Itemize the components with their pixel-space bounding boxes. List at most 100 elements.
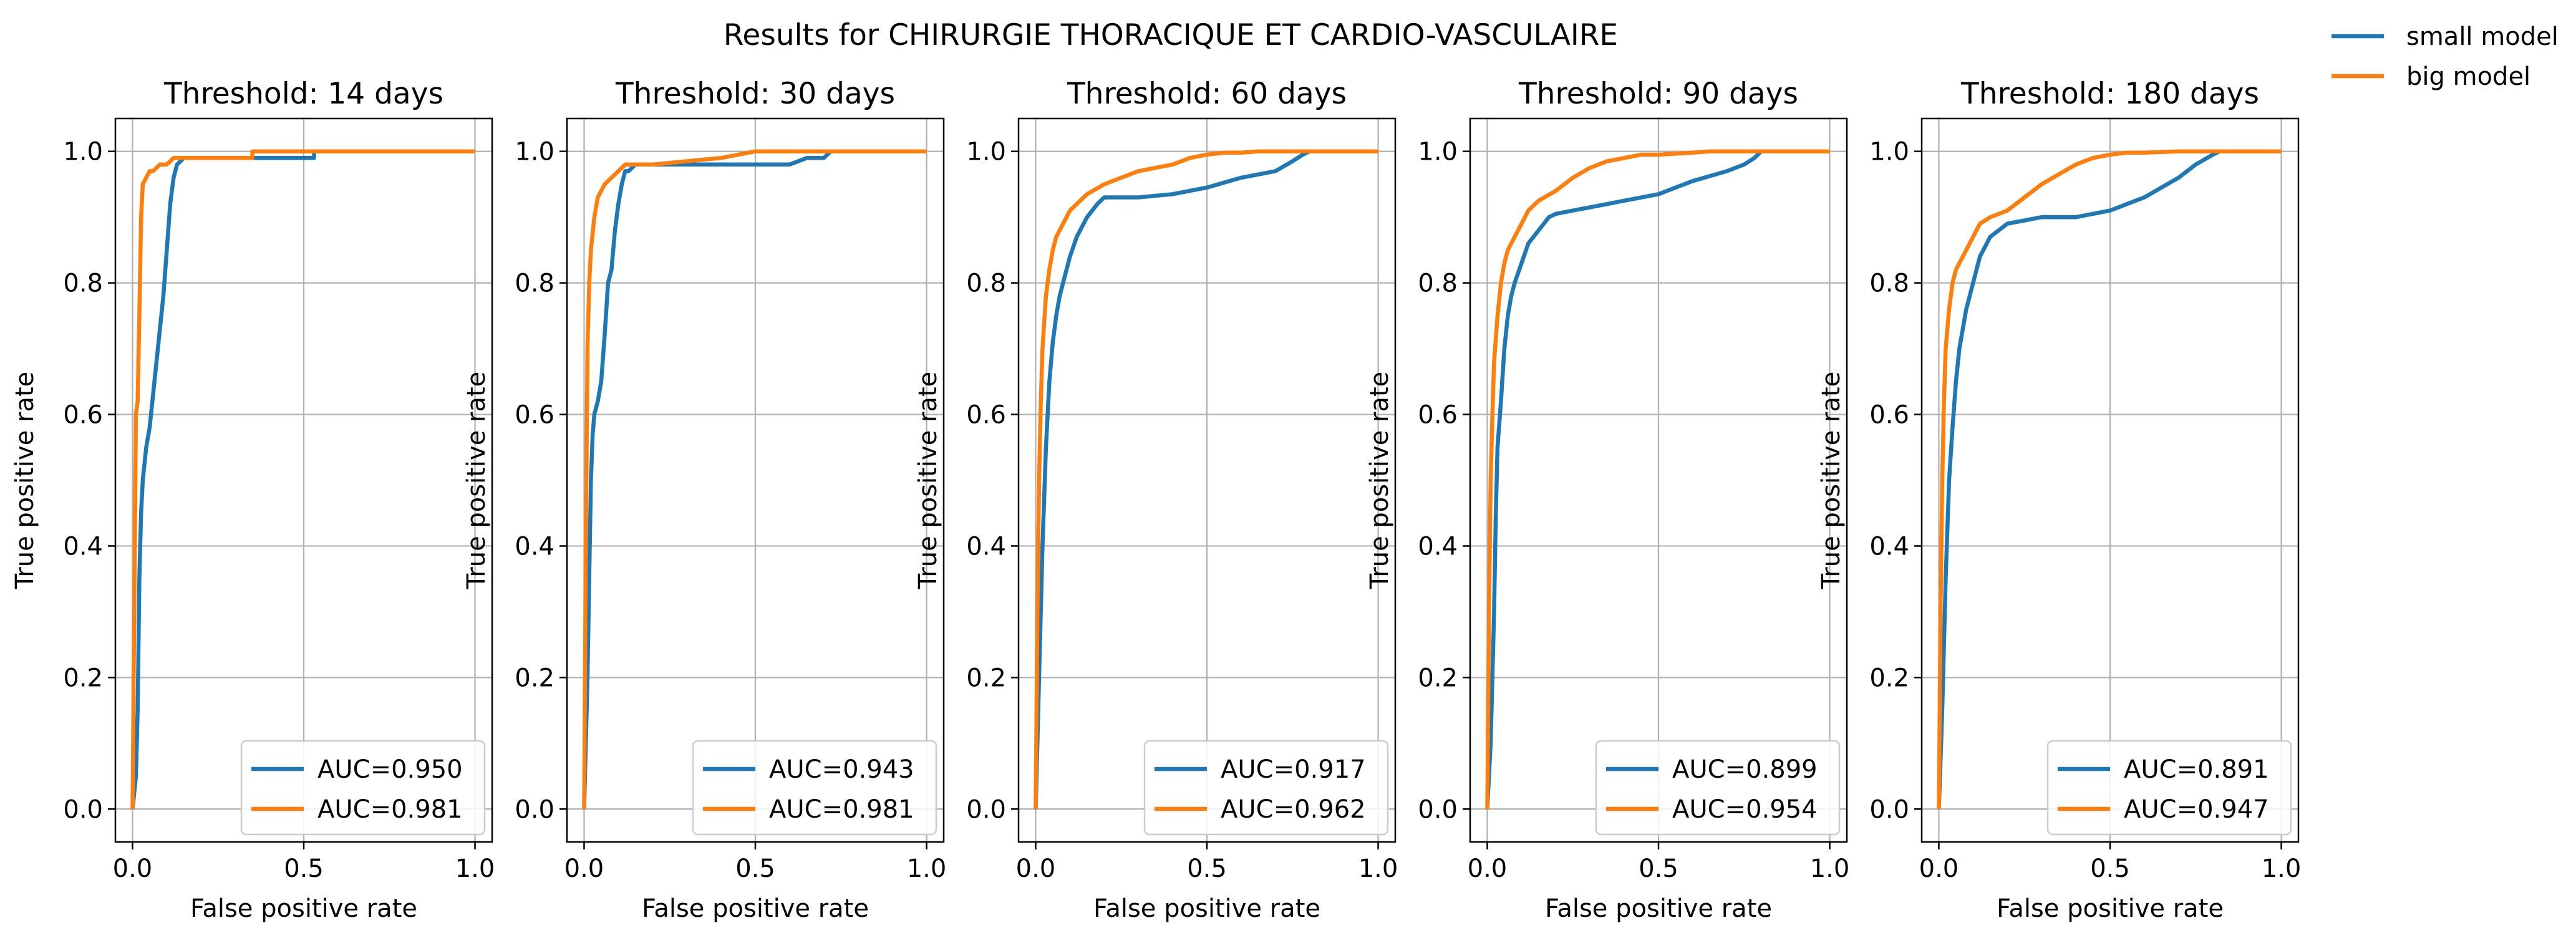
roc-curve-big-model xyxy=(1485,149,1830,810)
auc-legend-box xyxy=(240,740,486,836)
y-axis-label: True positive rate xyxy=(1365,372,1394,590)
y-tick-label: 0.8 xyxy=(63,269,103,298)
y-axis-label: True positive rate xyxy=(462,372,491,590)
subplot-title: Threshold: 30 days xyxy=(615,77,895,111)
y-tick-label: 0.0 xyxy=(1869,795,1909,824)
y-tick-label: 0.2 xyxy=(1418,664,1458,692)
y-tick-label: 0.0 xyxy=(515,795,554,824)
y-tick-label: 0.6 xyxy=(1418,401,1458,430)
y-tick-label: 1.0 xyxy=(1869,138,1909,167)
x-tick-label: 0.0 xyxy=(1468,854,1508,883)
figure-legend: small model big model xyxy=(2331,22,2559,91)
y-axis-label: True positive rate xyxy=(11,372,39,590)
x-axis-label: False positive rate xyxy=(642,894,869,923)
x-tick-label: 0.5 xyxy=(735,854,775,883)
auc-legend: AUC=0.917 AUC=0.962 xyxy=(1143,740,1389,836)
x-tick-label: 0.5 xyxy=(1639,854,1678,883)
y-tick-label: 0.6 xyxy=(63,401,103,430)
y-tick-label: 0.2 xyxy=(515,664,554,692)
figure-legend-label: small model xyxy=(2406,22,2559,51)
figure-title: Results for CHIRURGIE THORACIQUE ET CARD… xyxy=(724,18,1618,52)
y-axis-label: True positive rate xyxy=(914,372,942,590)
auc-legend-label: AUC=0.962 xyxy=(1221,795,1366,824)
auc-legend-box xyxy=(2046,740,2292,836)
x-axis-label: False positive rate xyxy=(1545,894,1772,923)
subplot-1: 0.0 0.5 1.0 0.0 0.2 0.4 0.6 0.8 1.0 Threshold: 14… xyxy=(11,77,495,923)
auc-legend: AUC=0.943 AUC=0.981 xyxy=(692,740,937,836)
figure-legend-label: big model xyxy=(2406,62,2530,91)
y-tick-label: 0.2 xyxy=(1869,664,1909,692)
auc-legend: AUC=0.899 AUC=0.954 xyxy=(1595,740,1841,836)
x-axis-label: False positive rate xyxy=(1093,894,1320,923)
y-tick-label: 0.2 xyxy=(63,664,103,692)
auc-legend: AUC=0.891 AUC=0.947 xyxy=(2046,740,2292,836)
roc-curve-big-model xyxy=(582,149,927,810)
roc-curve-small-model xyxy=(1937,149,2282,810)
y-tick-label: 0.0 xyxy=(63,795,103,824)
x-tick-label: 0.0 xyxy=(113,854,153,883)
auc-legend-label: AUC=0.899 xyxy=(1672,755,1818,784)
y-tick-label: 0.4 xyxy=(1869,532,1909,561)
x-tick-label: 0.5 xyxy=(284,854,324,883)
auc-legend-label: AUC=0.981 xyxy=(317,795,463,824)
auc-legend-label: AUC=0.981 xyxy=(769,795,914,824)
subplot-4: 0.0 0.5 1.0 0.0 0.2 0.4 0.6 0.8 1.0 Threshold: 90… xyxy=(1365,77,1849,923)
y-tick-label: 0.6 xyxy=(966,401,1006,430)
subplot-panels: 0.0 0.5 1.0 0.0 0.2 0.4 0.6 0.8 1.0 Threshold: 14… xyxy=(11,77,2301,923)
y-tick-label: 1.0 xyxy=(515,138,554,167)
x-tick-label: 0.5 xyxy=(1187,854,1227,883)
auc-legend-label: AUC=0.954 xyxy=(1672,795,1818,824)
roc-curve-big-model xyxy=(1937,149,2282,810)
auc-legend-label: AUC=0.947 xyxy=(2124,795,2269,824)
roc-curve-big-model xyxy=(1034,149,1378,810)
auc-legend-label: AUC=0.891 xyxy=(2124,755,2269,784)
x-axis-label: False positive rate xyxy=(1997,894,2224,923)
roc-curve-small-model xyxy=(1034,149,1378,810)
y-tick-label: 0.0 xyxy=(966,795,1006,824)
subplot-title: Threshold: 60 days xyxy=(1067,77,1347,111)
subplot-title: Threshold: 180 days xyxy=(1960,77,2259,111)
roc-curve-big-model xyxy=(130,149,475,810)
subplot-5: 0.0 0.5 1.0 0.0 0.2 0.4 0.6 0.8 1.0 Threshold: 18… xyxy=(1817,77,2301,923)
x-tick-label: 1.0 xyxy=(907,854,947,883)
auc-legend-box xyxy=(1595,740,1841,836)
subplot-2: 0.0 0.5 1.0 0.0 0.2 0.4 0.6 0.8 1.0 Threshold: 30… xyxy=(462,77,946,923)
y-tick-label: 0.8 xyxy=(1869,269,1909,298)
y-tick-label: 0.4 xyxy=(1418,532,1458,561)
subplot-title: Threshold: 14 days xyxy=(163,77,443,111)
y-tick-label: 1.0 xyxy=(966,138,1006,167)
x-tick-label: 0.0 xyxy=(1016,854,1056,883)
auc-legend-box xyxy=(692,740,937,836)
grid-lines xyxy=(115,118,492,842)
y-tick-label: 0.4 xyxy=(966,532,1006,561)
auc-legend: AUC=0.950 AUC=0.981 xyxy=(240,740,486,836)
y-tick-label: 0.8 xyxy=(515,269,554,298)
auc-legend-box xyxy=(1143,740,1389,836)
auc-legend-label: AUC=0.950 xyxy=(317,755,463,784)
y-tick-label: 0.0 xyxy=(1418,795,1458,824)
x-tick-label: 1.0 xyxy=(455,854,495,883)
y-tick-label: 1.0 xyxy=(63,138,103,167)
x-tick-label: 0.0 xyxy=(1919,854,1959,883)
x-tick-label: 0.0 xyxy=(564,854,604,883)
x-tick-label: 1.0 xyxy=(1810,854,1850,883)
subplot-3: 0.0 0.5 1.0 0.0 0.2 0.4 0.6 0.8 1.0 Threshold: 60… xyxy=(914,77,1398,923)
y-tick-label: 0.8 xyxy=(1418,269,1458,298)
y-tick-label: 0.6 xyxy=(1869,401,1909,430)
roc-curve-small-model xyxy=(1485,149,1830,810)
auc-legend-label: AUC=0.943 xyxy=(769,755,914,784)
roc-curve-small-model xyxy=(582,149,927,810)
subplot-title: Threshold: 90 days xyxy=(1518,77,1798,111)
x-tick-label: 0.5 xyxy=(2090,854,2130,883)
y-tick-label: 0.4 xyxy=(63,532,103,561)
y-axis-label: True positive rate xyxy=(1817,372,1846,590)
y-tick-label: 0.8 xyxy=(966,269,1006,298)
x-axis-label: False positive rate xyxy=(190,894,417,923)
y-tick-label: 0.2 xyxy=(966,664,1006,692)
auc-legend-label: AUC=0.917 xyxy=(1221,755,1366,784)
y-tick-label: 0.6 xyxy=(515,401,554,430)
y-tick-label: 0.4 xyxy=(515,532,554,561)
x-tick-label: 1.0 xyxy=(1358,854,1398,883)
y-tick-label: 1.0 xyxy=(1418,138,1458,167)
